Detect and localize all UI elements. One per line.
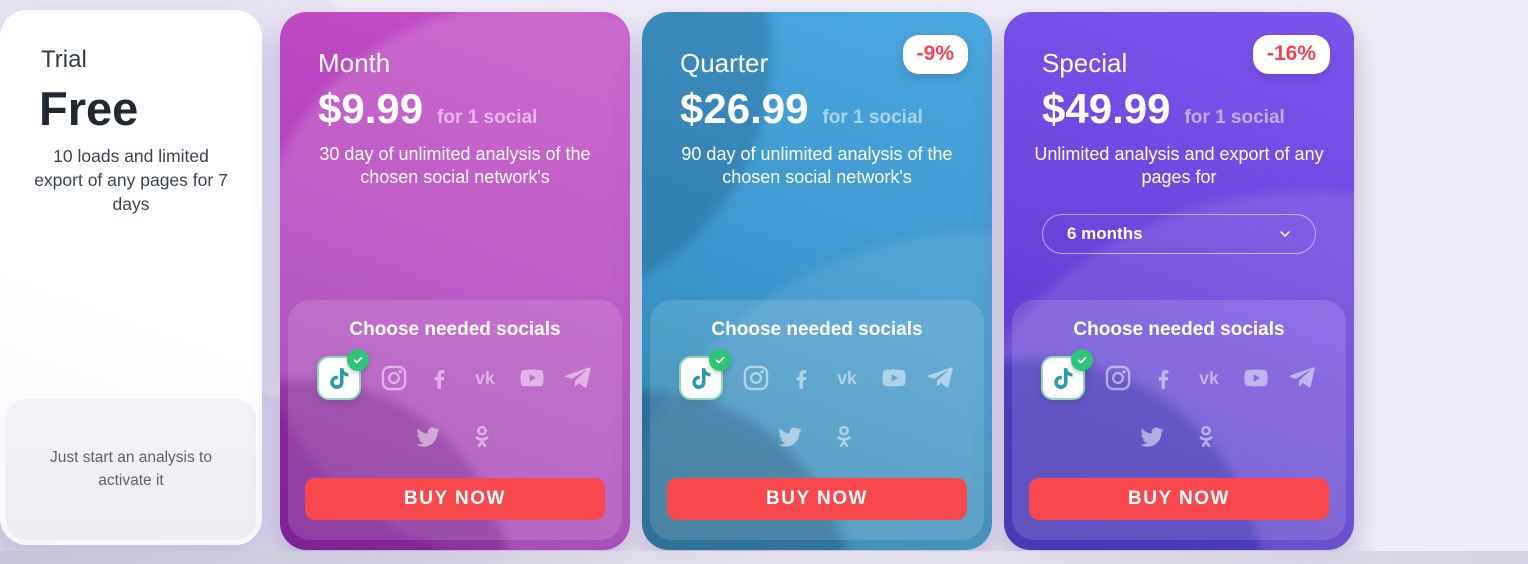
plan-card-quarter: -9% Quarter $26.99 for 1 social 90 day o…	[642, 12, 992, 550]
selected-check-icon	[709, 349, 731, 371]
odnoklassniki-icon[interactable]	[468, 423, 496, 451]
odnoklassniki-icon[interactable]	[1192, 423, 1220, 451]
socials-panel: Choose needed socials vk	[288, 300, 622, 540]
socials-panel: Choose needed socials vk	[650, 300, 984, 540]
youtube-icon[interactable]	[880, 364, 908, 392]
telegram-icon[interactable]	[1289, 364, 1317, 392]
twitter-icon[interactable]	[776, 423, 804, 451]
buy-now-button[interactable]: BUY NOW	[667, 478, 967, 520]
odnoklassniki-icon[interactable]	[830, 423, 858, 451]
instagram-icon[interactable]	[380, 364, 408, 392]
price-suffix: for 1 social	[1184, 107, 1285, 128]
trial-activation-note: Just start an analysis to activate it	[6, 399, 256, 540]
plan-price: $26.99	[680, 85, 809, 132]
plan-title: Trial	[41, 46, 87, 73]
facebook-icon[interactable]	[427, 366, 452, 391]
plan-title: Special	[1042, 48, 1128, 78]
plan-description: 10 loads and limited export of any pages…	[34, 146, 228, 214]
facebook-icon[interactable]	[1151, 366, 1176, 391]
twitter-icon[interactable]	[414, 423, 442, 451]
vk-icon[interactable]: vk	[1195, 364, 1223, 392]
tiktok-glyph	[1053, 367, 1072, 389]
discount-badge: -16%	[1252, 35, 1330, 74]
selected-check-icon	[347, 349, 369, 371]
price-suffix: for 1 social	[822, 107, 923, 128]
facebook-icon[interactable]	[789, 366, 814, 391]
tiktok-icon[interactable]	[1041, 349, 1093, 400]
buy-now-button[interactable]: BUY NOW	[1029, 478, 1329, 520]
chevron-down-icon	[1280, 231, 1290, 237]
tiktok-icon[interactable]	[679, 349, 731, 400]
plan-description: 30 day of unlimited analysis of the chos…	[319, 144, 591, 188]
tiktok-icon[interactable]	[317, 349, 369, 400]
vk-icon[interactable]: vk	[833, 364, 861, 392]
socials-panel: Choose needed socials vk	[1012, 300, 1346, 540]
socials-section: Choose needed socials vk	[1012, 300, 1346, 540]
plan-price: Free	[39, 82, 139, 135]
svg-text:vk: vk	[475, 368, 495, 388]
buy-now-button[interactable]: BUY NOW	[305, 478, 605, 520]
socials-section: Choose needed socials vk	[288, 300, 622, 540]
pricing-cards: Trial Free 10 loads and limited export o…	[0, 10, 1354, 550]
plan-price: $49.99	[1042, 85, 1171, 132]
plan-description: 90 day of unlimited analysis of the chos…	[681, 144, 953, 188]
telegram-icon[interactable]	[565, 364, 593, 392]
page-bottom-divider	[0, 551, 1528, 564]
tiktok-glyph	[329, 367, 348, 389]
duration-select[interactable]: 6 months	[1042, 213, 1316, 254]
tiktok-glyph	[691, 367, 710, 389]
socials-row-1: vk	[679, 349, 955, 400]
svg-text:vk: vk	[837, 368, 857, 388]
socials-title: Choose needed socials	[711, 319, 923, 340]
plan-card-month: Month $9.99 for 1 social 30 day of unlim…	[280, 12, 630, 550]
trial-note-text: Just start an analysis to activate it	[50, 449, 212, 489]
instagram-icon[interactable]	[742, 364, 770, 392]
instagram-icon[interactable]	[1104, 364, 1132, 392]
socials-row-1: vk	[317, 349, 593, 400]
plan-description: Unlimited analysis and export of any pag…	[1034, 144, 1324, 188]
socials-title: Choose needed socials	[1073, 319, 1285, 340]
plan-title: Quarter	[680, 48, 769, 78]
youtube-icon[interactable]	[518, 364, 546, 392]
plan-title: Month	[318, 48, 391, 78]
youtube-icon[interactable]	[1242, 364, 1270, 392]
discount-badge: -9%	[902, 35, 968, 74]
vk-icon[interactable]: vk	[471, 364, 499, 392]
plan-price: $9.99	[318, 85, 424, 132]
socials-row-2	[776, 423, 858, 451]
telegram-icon[interactable]	[927, 364, 955, 392]
selected-check-icon	[1071, 349, 1093, 371]
socials-row-2	[1138, 423, 1220, 451]
socials-title: Choose needed socials	[349, 319, 561, 340]
price-suffix: for 1 social	[437, 107, 538, 128]
duration-select-value: 6 months	[1067, 223, 1143, 243]
twitter-icon[interactable]	[1138, 423, 1166, 451]
plan-card-special: -16% Special $49.99 for 1 social Unlimit…	[1004, 12, 1354, 550]
socials-section: Choose needed socials vk	[650, 300, 984, 540]
socials-row-1: vk	[1041, 349, 1317, 400]
svg-text:vk: vk	[1199, 368, 1219, 388]
plan-card-trial: Trial Free 10 loads and limited export o…	[0, 10, 262, 545]
socials-row-2	[414, 423, 496, 451]
